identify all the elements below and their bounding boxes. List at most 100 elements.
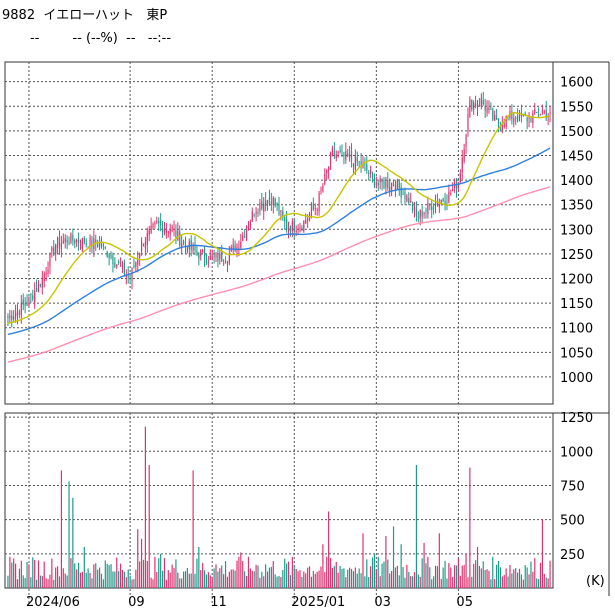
candle-body [287, 228, 290, 233]
candle-body [62, 240, 64, 244]
volume-bar [440, 578, 442, 588]
candle-body [268, 197, 271, 200]
volume-bar [339, 565, 341, 588]
candle-body [354, 155, 356, 170]
candle-body [265, 200, 267, 207]
candle-body [217, 255, 219, 262]
volume-bar [286, 563, 288, 588]
volume-bar [385, 536, 387, 588]
candle-body [517, 116, 519, 122]
candle-body [257, 211, 259, 213]
candle-body [53, 247, 55, 254]
candle-body [396, 180, 398, 190]
volume-bar [333, 566, 335, 588]
volume-bar [465, 553, 467, 588]
candle-body [77, 239, 80, 243]
volume-bar [402, 567, 404, 588]
volume-bar [135, 569, 137, 588]
volume-tick-label: 1250 [560, 411, 593, 426]
candle-body [35, 288, 38, 292]
candle-body [423, 212, 425, 214]
header: 9882 イエローハット 東P -- -- (--%) -- --:-- [0, 0, 615, 60]
candle-body [358, 161, 360, 163]
candle-body [173, 228, 175, 230]
candle-body [406, 195, 408, 202]
candle-body [215, 253, 217, 257]
volume-bar [349, 567, 351, 588]
candle-body [484, 106, 486, 111]
candle-body [394, 184, 397, 191]
candle-body [70, 233, 72, 243]
candle-body [213, 256, 215, 258]
volume-bar [370, 566, 372, 588]
volume-bar [259, 577, 261, 588]
volume-bar [32, 557, 34, 588]
candle-body [74, 239, 76, 244]
volume-bar [127, 569, 129, 588]
volume-bar [253, 571, 255, 588]
volume-bar [181, 578, 183, 588]
candle-body [463, 149, 465, 161]
candle-body [389, 187, 391, 192]
candle-body [51, 247, 53, 252]
price-tick-label: 1350 [560, 199, 593, 214]
volume-bar [528, 574, 530, 588]
volume-bar [270, 566, 272, 588]
candle-body [299, 227, 301, 232]
volume-bar [501, 576, 503, 588]
volume-bar [100, 573, 103, 588]
volume-bar [536, 578, 538, 588]
time-tick-label: 2025/01 [291, 595, 345, 610]
volume-bar [356, 573, 358, 588]
candle-body [339, 149, 341, 152]
volume-bar [169, 572, 171, 588]
volume-bar [62, 568, 64, 588]
volume-bar [415, 464, 418, 588]
candle-body [232, 244, 234, 251]
candle-body [450, 192, 452, 194]
volume-bar [161, 570, 164, 588]
candle-body [366, 164, 368, 171]
candle-body [415, 208, 418, 216]
volume-bar [284, 558, 286, 588]
volume-bar [471, 576, 473, 588]
volume-bar [329, 558, 332, 588]
candle-body [434, 203, 437, 205]
volume-bar [68, 481, 70, 588]
candle-body [314, 208, 316, 210]
candle-body [429, 204, 431, 206]
candle-body [261, 201, 263, 209]
candle-body [513, 118, 515, 122]
ma-long-line [7, 186, 551, 363]
candle-body [433, 207, 435, 209]
candle-body [14, 312, 17, 318]
volume-bar [56, 566, 59, 588]
volume-bar [373, 553, 376, 588]
volume-bar [383, 561, 385, 588]
volume-bar [366, 559, 368, 588]
volume-bar [404, 577, 406, 588]
volume-tick-label: 1000 [560, 445, 593, 460]
price-tick-label: 1250 [560, 248, 593, 263]
candle-body [194, 243, 196, 251]
volume-bar [55, 567, 57, 588]
volume-bar [429, 567, 431, 588]
candle-body [255, 211, 257, 214]
volume-bar [7, 575, 9, 588]
volume-bar [112, 571, 114, 588]
candle-body [278, 204, 280, 215]
candle-body [349, 154, 351, 158]
ma-mid-line [7, 147, 551, 336]
volume-bar [505, 568, 507, 588]
candle-body [181, 243, 183, 247]
candle-body [150, 225, 152, 233]
candle-body [398, 180, 400, 189]
volume-panel-frame [4, 412, 554, 589]
candle-body [442, 198, 444, 202]
candle-body [417, 216, 419, 218]
volume-bar [203, 570, 206, 588]
candle-body [528, 116, 530, 119]
candle-body [160, 220, 162, 225]
candle-body [324, 173, 326, 184]
candle-body [102, 244, 104, 246]
